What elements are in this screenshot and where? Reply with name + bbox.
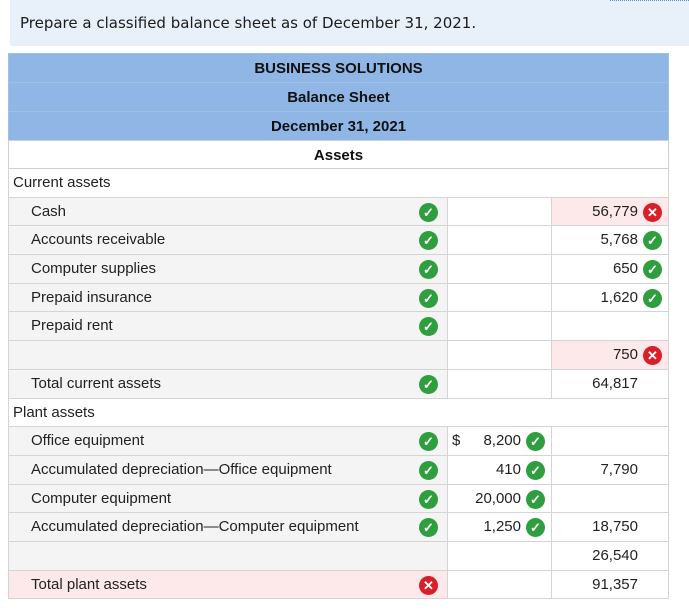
comp-eq-amount-input[interactable] <box>551 484 668 513</box>
ar-label: Accounts receivable <box>31 231 166 249</box>
office-eq-amount-input[interactable] <box>551 427 668 455</box>
total-current-label: Total current assets <box>31 374 162 392</box>
cash-label: Cash <box>31 202 67 220</box>
check-icon: ✓ <box>643 260 662 280</box>
check-icon: ✓ <box>419 374 438 394</box>
ad-office-row: Accumulated depreciation—Office equipmen… <box>8 455 669 485</box>
statement-date: December 31, 2021 <box>8 111 669 140</box>
check-icon: ✓ <box>643 231 662 251</box>
statement-title: Balance Sheet <box>8 82 669 111</box>
blank-row-2: 26,540 <box>8 541 669 571</box>
insurance-row: Prepaid insurance ✓ 1,620 ✓ <box>8 283 669 313</box>
insurance-label: Prepaid insurance <box>31 288 152 306</box>
x-icon: ✕ <box>643 202 662 222</box>
rent-amount-input[interactable] <box>551 312 668 341</box>
insurance-amount-input[interactable]: 1,620 ✓ <box>551 283 668 312</box>
total-plant-row: Total plant assets ✕ 91,357 <box>8 570 669 600</box>
section-title: Assets <box>8 140 669 169</box>
check-icon: ✓ <box>419 202 438 222</box>
check-icon: ✓ <box>419 231 438 251</box>
check-icon: ✓ <box>526 489 545 509</box>
cash-mid-input[interactable] <box>447 197 551 226</box>
ar-mid-input[interactable] <box>447 226 551 255</box>
total-current-row: Total current assets ✓ 64,817 <box>8 369 669 399</box>
total-current-mid-input[interactable] <box>447 369 551 398</box>
check-icon: ✓ <box>419 260 438 280</box>
blank2-amount-input[interactable]: 26,540 <box>551 541 668 570</box>
check-icon: ✓ <box>419 460 438 480</box>
rent-label: Prepaid rent <box>31 317 113 335</box>
company-name: BUSINESS SOLUTIONS <box>8 53 669 82</box>
check-icon: ✓ <box>526 518 545 538</box>
ar-amount-input[interactable]: 5,768 ✓ <box>551 226 668 255</box>
comp-eq-mid-input[interactable]: 20,000 ✓ <box>447 484 551 513</box>
ar-row: Accounts receivable ✓ 5,768 ✓ <box>8 226 669 256</box>
blank-row-1: 750 ✕ <box>8 341 669 370</box>
ad-comp-mid-input[interactable]: 1,250 ✓ <box>447 513 551 541</box>
ad-office-mid-input[interactable]: 410 ✓ <box>447 455 551 484</box>
blank2-mid-input[interactable] <box>447 541 551 570</box>
current-assets-label: Current assets <box>13 174 111 191</box>
comp-eq-label: Computer equipment <box>31 489 172 507</box>
total-plant-amount-input[interactable]: 91,357 <box>551 570 668 599</box>
supplies-amount-input[interactable]: 650 ✓ <box>551 255 668 283</box>
office-eq-mid-input[interactable]: $ 8,200 ✓ <box>447 427 551 455</box>
supplies-mid-input[interactable] <box>447 255 551 283</box>
check-icon: ✓ <box>419 317 438 337</box>
ad-comp-row: Accumulated depreciation—Computer equipm… <box>8 513 669 542</box>
blank1-amount-input[interactable]: 750 ✕ <box>551 341 668 369</box>
ad-office-label: Accumulated depreciation—Office equipmen… <box>31 460 332 478</box>
total-plant-label: Total plant assets <box>31 575 147 593</box>
x-icon: ✕ <box>643 346 662 366</box>
rent-row: Prepaid rent ✓ <box>8 312 669 342</box>
check-icon: ✓ <box>419 489 438 509</box>
rent-mid-input[interactable] <box>447 312 551 341</box>
question-prompt: Prepare a classified balance sheet as of… <box>10 0 689 46</box>
cash-row: Cash ✓ 56,779 ✕ <box>8 197 669 227</box>
ad-comp-amount-input[interactable]: 18,750 <box>551 513 668 541</box>
plant-assets-heading-row: Plant assets <box>8 398 669 428</box>
balance-sheet: BUSINESS SOLUTIONS Balance Sheet Decembe… <box>8 53 669 600</box>
check-icon: ✓ <box>526 460 545 480</box>
plant-assets-label: Plant assets <box>13 403 95 421</box>
check-icon: ✓ <box>419 432 438 452</box>
supplies-row: Computer supplies ✓ 650 ✓ <box>8 255 669 284</box>
comp-eq-row: Computer equipment ✓ 20,000 ✓ <box>8 484 669 514</box>
cash-amount-input[interactable]: 56,779 ✕ <box>551 197 668 226</box>
focus-outline <box>610 0 689 1</box>
total-plant-mid-input[interactable] <box>447 570 551 599</box>
office-eq-row: Office equipment ✓ $ 8,200 ✓ <box>8 427 669 456</box>
check-icon: ✓ <box>526 432 545 452</box>
supplies-label: Computer supplies <box>31 260 157 278</box>
check-icon: ✓ <box>419 518 438 538</box>
current-assets-heading-row: Current assets <box>8 169 669 198</box>
check-icon: ✓ <box>643 288 662 308</box>
x-icon: ✕ <box>419 575 438 595</box>
total-current-amount-input[interactable]: 64,817 <box>551 369 668 398</box>
check-icon: ✓ <box>419 288 438 308</box>
blank1-mid-input[interactable] <box>447 341 551 369</box>
insurance-mid-input[interactable] <box>447 283 551 312</box>
ad-comp-label: Accumulated depreciation—Computer equipm… <box>31 518 359 536</box>
office-eq-label: Office equipment <box>31 432 145 450</box>
dollar-sign: $ <box>452 432 461 450</box>
ad-office-amount-input[interactable]: 7,790 <box>551 455 668 484</box>
